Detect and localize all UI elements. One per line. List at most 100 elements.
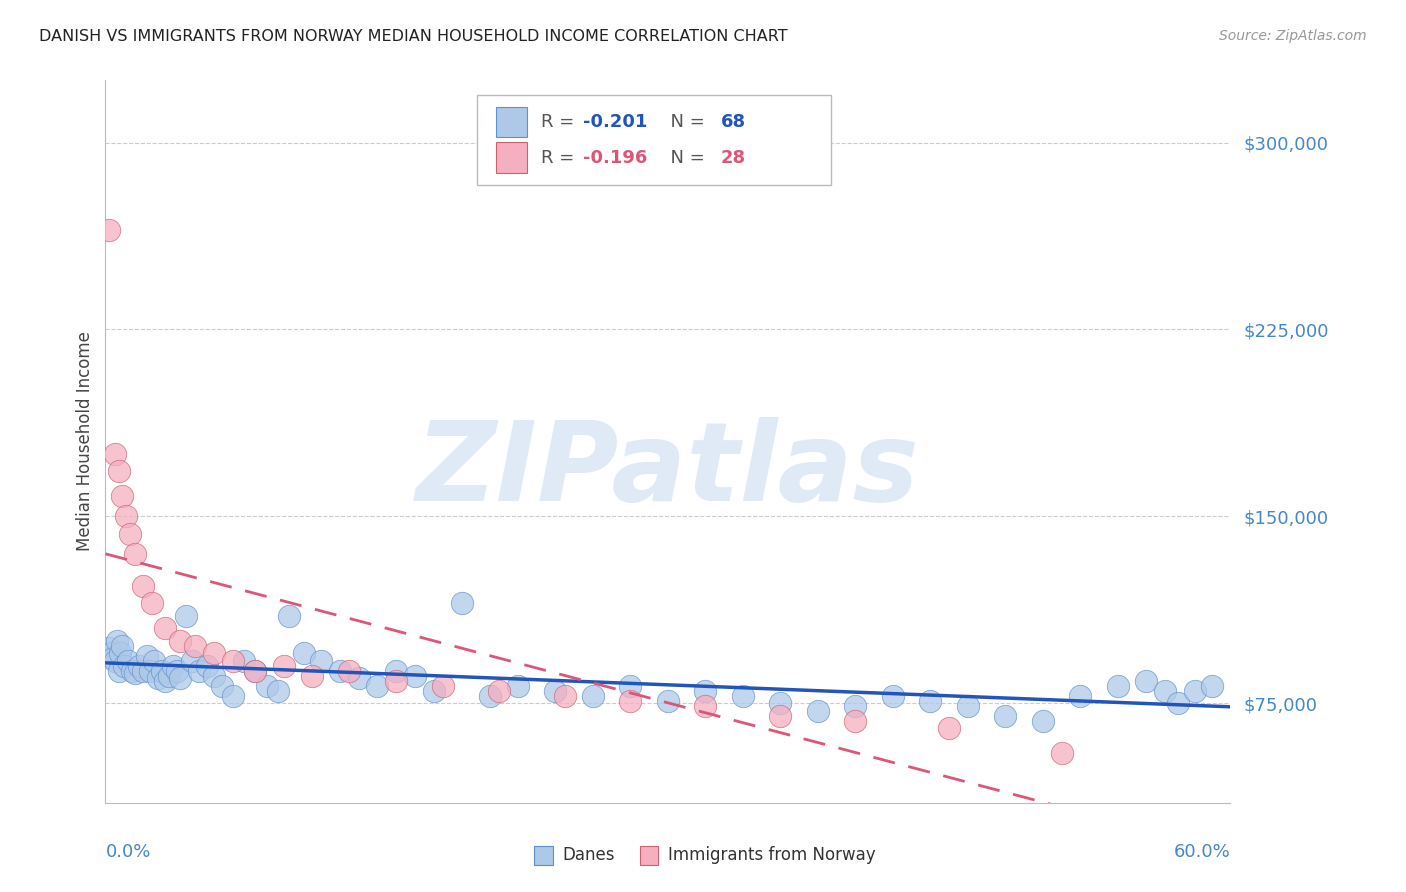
Text: Danes: Danes xyxy=(562,847,614,864)
Point xyxy=(157,669,180,683)
Point xyxy=(124,666,146,681)
Point xyxy=(166,664,188,678)
Point xyxy=(202,646,225,660)
Text: 28: 28 xyxy=(721,149,745,167)
Point xyxy=(1153,683,1175,698)
Point xyxy=(107,664,129,678)
Point xyxy=(450,597,472,611)
Point xyxy=(169,633,191,648)
Point xyxy=(195,658,218,673)
Point xyxy=(432,679,454,693)
Point xyxy=(1107,679,1129,693)
Point xyxy=(278,609,301,624)
Point xyxy=(107,465,129,479)
Text: 68: 68 xyxy=(721,113,745,131)
Point xyxy=(478,689,501,703)
Text: 60.0%: 60.0% xyxy=(1174,843,1230,861)
Point xyxy=(385,664,408,678)
Point xyxy=(100,646,122,660)
Point xyxy=(273,658,295,673)
Point xyxy=(769,696,792,710)
Point xyxy=(329,664,352,678)
Point xyxy=(882,689,904,703)
Point xyxy=(141,597,163,611)
Point xyxy=(506,679,529,693)
Point xyxy=(488,683,510,698)
Point xyxy=(695,698,717,713)
Text: -0.201: -0.201 xyxy=(583,113,648,131)
Text: R =: R = xyxy=(541,149,579,167)
Point xyxy=(202,669,225,683)
Text: 0.0%: 0.0% xyxy=(105,843,150,861)
Point xyxy=(619,693,641,707)
Point xyxy=(150,664,173,678)
Point xyxy=(731,689,754,703)
Point xyxy=(132,579,155,593)
Text: N =: N = xyxy=(659,149,710,167)
Point xyxy=(619,679,641,693)
FancyBboxPatch shape xyxy=(496,143,527,173)
Point xyxy=(111,639,134,653)
Point xyxy=(233,654,256,668)
Point xyxy=(769,708,792,723)
Text: Immigrants from Norway: Immigrants from Norway xyxy=(668,847,876,864)
Point xyxy=(112,658,135,673)
Point xyxy=(222,654,245,668)
Point xyxy=(104,447,127,461)
Point xyxy=(139,664,162,678)
Point xyxy=(256,679,278,693)
Point xyxy=(98,223,121,237)
Point xyxy=(309,654,332,668)
Point xyxy=(422,683,444,698)
Point xyxy=(267,683,290,698)
Point xyxy=(1201,679,1223,693)
Text: -0.196: -0.196 xyxy=(583,149,648,167)
Point xyxy=(301,669,323,683)
Point xyxy=(385,673,408,688)
Point xyxy=(292,646,315,660)
Point xyxy=(128,658,150,673)
Point xyxy=(98,641,121,656)
Point xyxy=(162,658,184,673)
Point xyxy=(124,547,146,561)
Point xyxy=(844,714,866,728)
Point xyxy=(118,526,141,541)
Point xyxy=(174,609,197,624)
Y-axis label: Median Household Income: Median Household Income xyxy=(76,332,94,551)
Point xyxy=(994,708,1017,723)
Point xyxy=(245,664,267,678)
Point xyxy=(101,651,124,665)
Point xyxy=(1069,689,1091,703)
Point xyxy=(115,509,138,524)
Point xyxy=(1032,714,1054,728)
Point xyxy=(121,664,143,678)
Point xyxy=(938,721,960,735)
Point xyxy=(155,621,177,635)
Point xyxy=(544,683,567,698)
Point xyxy=(695,683,717,698)
Text: R =: R = xyxy=(541,113,579,131)
Text: N =: N = xyxy=(659,113,710,131)
Point xyxy=(807,704,830,718)
Point xyxy=(169,671,191,685)
Point xyxy=(104,654,127,668)
Point xyxy=(188,664,211,678)
Text: DANISH VS IMMIGRANTS FROM NORWAY MEDIAN HOUSEHOLD INCOME CORRELATION CHART: DANISH VS IMMIGRANTS FROM NORWAY MEDIAN … xyxy=(39,29,787,44)
Point xyxy=(245,664,267,678)
Point xyxy=(347,671,370,685)
Point xyxy=(554,689,576,703)
Point xyxy=(105,633,128,648)
Point xyxy=(180,654,202,668)
Point xyxy=(143,654,166,668)
Point xyxy=(184,639,207,653)
Point xyxy=(146,671,169,685)
Point xyxy=(956,698,979,713)
Point xyxy=(582,689,605,703)
Point xyxy=(135,648,157,663)
Point xyxy=(1050,746,1073,760)
Point xyxy=(1184,683,1206,698)
Text: Source: ZipAtlas.com: Source: ZipAtlas.com xyxy=(1219,29,1367,43)
Point xyxy=(844,698,866,713)
Point xyxy=(657,693,679,707)
Point xyxy=(222,689,245,703)
